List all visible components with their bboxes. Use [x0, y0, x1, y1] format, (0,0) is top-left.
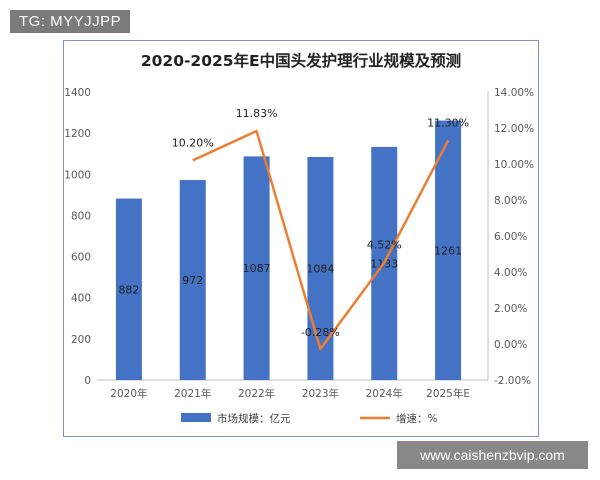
- bar: [179, 180, 206, 380]
- y-left-tick-label: 400: [71, 293, 91, 305]
- y-right-tick-label: 2.00%: [494, 303, 527, 315]
- x-tick-label: 2024年: [366, 387, 403, 400]
- chart-title: 2020-2025年E中国头发护理行业规模及预测: [141, 51, 461, 70]
- y-right-tick-label: 14.00%: [494, 87, 534, 99]
- y-left-tick-label: 800: [71, 210, 91, 222]
- axes: 0 200 400 600 800 1000 1200 1400 -2.00% 0.00% 2.00…: [64, 87, 534, 400]
- bar: [115, 198, 142, 380]
- bar-data-label: 972: [182, 274, 203, 287]
- site-url-badge: www.caishenzbvip.com: [397, 441, 588, 469]
- legend-bar-swatch: [181, 413, 211, 422]
- y-left-tick-label: 600: [71, 252, 91, 264]
- y-left-tick-label: 1000: [64, 169, 91, 181]
- growth-line: [192, 129, 450, 351]
- line-data-label: 10.20%: [172, 136, 214, 149]
- legend-line-label: 增速：%: [396, 412, 437, 425]
- y-left-tick-label: 0: [84, 375, 91, 387]
- y-left-tick-label: 1400: [64, 87, 91, 99]
- bar: [307, 157, 334, 380]
- y-right-tick-label: 4.00%: [494, 267, 527, 279]
- line-data-label: 4.52%: [367, 239, 402, 252]
- watermark-tag: TG: MYYJJPP: [10, 10, 131, 33]
- x-tick-label: 2020年: [110, 387, 147, 400]
- bar: [243, 156, 270, 380]
- bar-data-label: 1261: [434, 244, 462, 257]
- line-data-label: 11.83%: [236, 107, 278, 120]
- y-right-tick-label: 6.00%: [494, 231, 527, 243]
- x-tick-label: 2023年: [302, 387, 339, 400]
- y-right-tick-label: 12.00%: [494, 123, 534, 135]
- x-tick-label: 2025年E: [426, 387, 470, 400]
- legend-bar-label: 市场规模：亿元: [217, 412, 291, 425]
- line-series: 10.20% 11.83% -0.28% 4.52% 11.30%: [172, 107, 469, 351]
- x-tick-label: 2022年: [238, 387, 275, 400]
- bar-data-label: 1087: [243, 262, 271, 275]
- y-right-tick-label: 10.00%: [494, 159, 534, 171]
- bar: [435, 120, 462, 380]
- y-left-tick-label: 1200: [64, 128, 91, 140]
- y-left-tick-label: 200: [71, 334, 91, 346]
- bar-data-label: 1084: [306, 263, 334, 276]
- y-right-tick-label: 8.00%: [494, 195, 527, 207]
- line-data-label: -0.28%: [301, 326, 340, 339]
- bar-data-label: 882: [118, 283, 139, 296]
- legend: 市场规模：亿元 增速：%: [181, 412, 437, 425]
- y-right-tick-label: 0.00%: [494, 339, 527, 351]
- line-data-label: 11.30%: [427, 117, 469, 130]
- y-right-tick-label: -2.00%: [494, 375, 531, 387]
- x-tick-label: 2021年: [174, 387, 211, 400]
